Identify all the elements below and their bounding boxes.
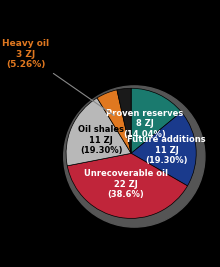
Text: Heavy oil
3 ZJ
(5.26%): Heavy oil 3 ZJ (5.26%) (2, 39, 114, 116)
Wedge shape (66, 98, 131, 166)
Wedge shape (97, 90, 131, 153)
Text: Future additions
11 ZJ
(19.30%): Future additions 11 ZJ (19.30%) (127, 135, 206, 165)
Wedge shape (131, 112, 196, 186)
Text: Oil shales
11 ZJ
(19.30%): Oil shales 11 ZJ (19.30%) (78, 125, 124, 155)
Text: Unrecoverable oil
22 ZJ
(38.6%): Unrecoverable oil 22 ZJ (38.6%) (84, 169, 168, 199)
Circle shape (64, 86, 205, 227)
Wedge shape (131, 88, 181, 153)
Wedge shape (117, 88, 131, 153)
Text: Proven reserves
8 ZJ
(14.04%): Proven reserves 8 ZJ (14.04%) (106, 109, 184, 139)
Wedge shape (67, 153, 187, 218)
